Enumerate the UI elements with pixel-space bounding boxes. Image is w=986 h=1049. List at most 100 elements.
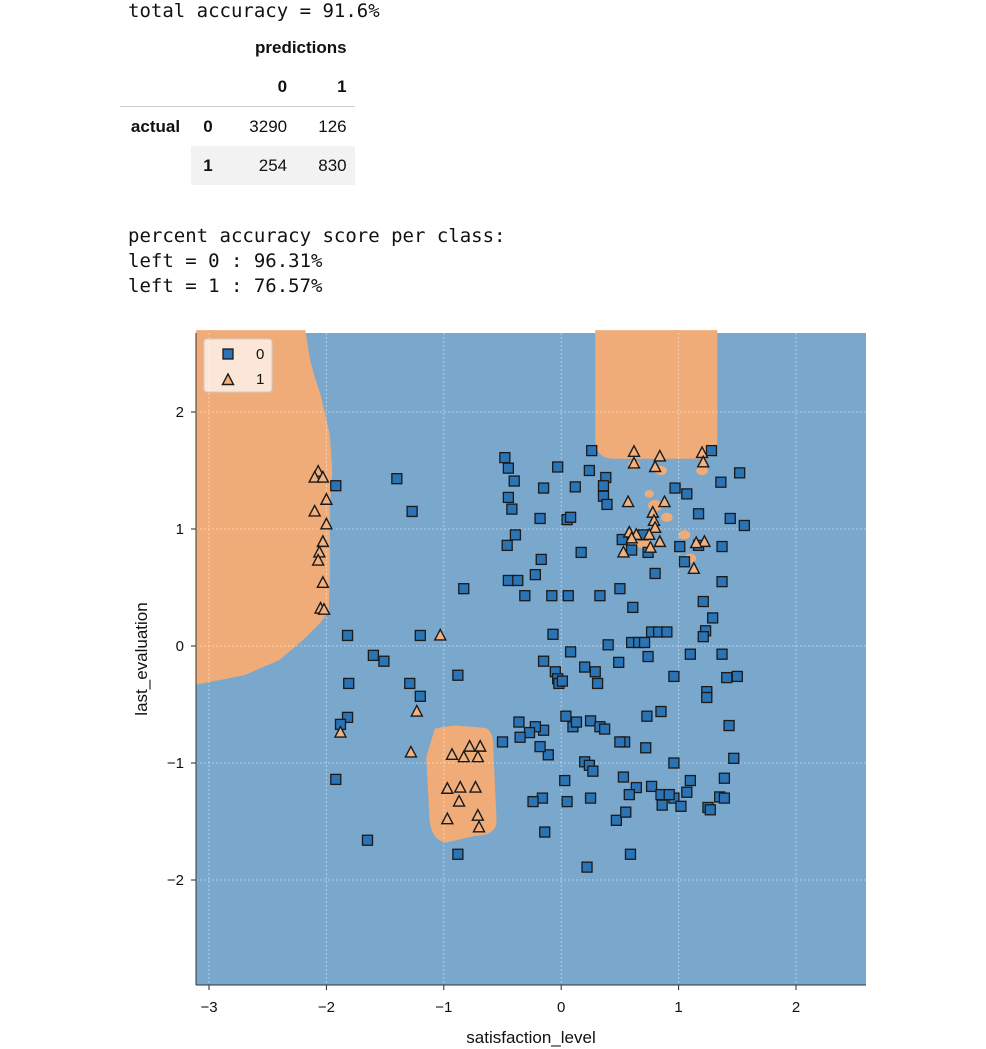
data-point-class-0 [668, 670, 680, 683]
data-point-class-0 [623, 788, 635, 801]
data-point-class-0 [668, 757, 680, 769]
data-point-class-1 [687, 561, 701, 574]
data-point-class-0 [570, 716, 583, 728]
data-point-class-1 [624, 530, 639, 544]
data-point-class-0 [723, 719, 735, 732]
data-point-class-1 [445, 747, 459, 761]
data-point-class-0 [640, 742, 652, 754]
legend-label-1: 1 [256, 371, 264, 388]
data-point-class-1 [627, 455, 641, 469]
y-axis-label: last_evaluation [132, 602, 151, 715]
data-point-class-0 [583, 464, 596, 477]
data-point-class-0 [546, 590, 558, 602]
data-point-class-0 [624, 848, 637, 860]
data-point-class-0 [534, 512, 546, 525]
data-point-class-0 [559, 774, 571, 787]
data-point-class-1 [648, 459, 662, 473]
data-point-class-0 [681, 488, 693, 500]
actual-row-header: actual [130, 116, 181, 136]
legend: 01 [203, 338, 273, 393]
y-tick-label: −1 [167, 755, 184, 772]
data-point-class-0 [575, 546, 587, 559]
legend-marker-class-0 [222, 348, 234, 360]
data-point-class-0 [523, 726, 536, 739]
data-point-class-0 [519, 590, 531, 602]
predictions-header: predictions [255, 37, 347, 57]
data-point-class-0 [613, 656, 625, 669]
data-point-class-0 [508, 475, 520, 487]
data-point-class-0 [669, 482, 681, 494]
data-point-class-0 [452, 848, 464, 860]
region-class-1 [696, 465, 708, 476]
data-point-class-0 [697, 630, 709, 643]
data-point-class-0 [716, 540, 728, 553]
y-tick-label: 2 [176, 404, 184, 421]
data-point-class-0 [641, 710, 653, 722]
legend-marker-class-1 [221, 372, 235, 386]
data-point-class-0 [512, 574, 524, 587]
confusion-matrix-table: predictions 0 1 actual 0 3290 126 1 254 … [120, 28, 355, 185]
data-point-class-0 [579, 661, 591, 673]
data-point-class-1 [473, 739, 487, 752]
region-class-1 [196, 330, 333, 685]
x-tick-label: −2 [318, 999, 335, 1016]
data-point-class-1 [653, 448, 667, 462]
data-point-class-1 [457, 749, 471, 763]
data-point-class-0 [718, 792, 731, 804]
data-point-class-0 [587, 765, 599, 777]
data-point-class-1 [319, 492, 334, 505]
data-point-class-0 [564, 511, 577, 523]
data-point-class-0 [728, 752, 740, 764]
x-tick-label: −3 [200, 999, 217, 1016]
data-point-class-0 [499, 451, 511, 464]
region-class-1 [595, 330, 718, 459]
data-point-class-1 [308, 503, 322, 517]
data-point-class-0 [656, 799, 668, 811]
data-point-class-0 [674, 540, 686, 553]
data-point-class-1 [311, 553, 325, 566]
data-point-class-0 [361, 834, 374, 846]
data-point-class-0 [617, 771, 630, 783]
data-point-class-0 [506, 503, 518, 515]
data-point-class-0 [684, 648, 696, 660]
x-tick-label: −1 [435, 999, 452, 1016]
data-point-class-1 [316, 575, 330, 589]
data-point-class-0 [330, 480, 342, 492]
data-point-class-1 [317, 602, 331, 615]
cm-cell: 3290 [249, 116, 288, 136]
data-point-class-1 [452, 794, 466, 807]
data-point-class-0 [721, 671, 733, 684]
data-point-class-0 [535, 553, 547, 566]
data-point-class-1 [643, 540, 658, 553]
data-point-class-0 [594, 590, 606, 602]
data-point-class-0 [341, 629, 354, 642]
data-point-class-0 [452, 669, 464, 681]
data-point-class-1 [616, 544, 631, 558]
data-point-class-1 [308, 470, 322, 483]
data-point-class-0 [645, 780, 658, 793]
data-point-class-0 [614, 583, 626, 595]
cm-cell: 254 [225, 146, 296, 185]
data-point-class-1 [642, 527, 656, 541]
data-point-class-1 [468, 780, 483, 793]
data-point-class-0 [343, 677, 355, 690]
data-point-class-0 [705, 444, 718, 457]
data-point-class-1 [697, 534, 712, 548]
data-point-class-0 [591, 677, 604, 690]
data-point-class-0 [529, 568, 542, 581]
data-point-class-0 [614, 736, 626, 748]
data-point-class-0 [341, 711, 354, 724]
data-point-class-0 [561, 795, 573, 808]
per-class-line-0: left = 0 : 96.31% [128, 250, 323, 272]
grid-lines [196, 333, 866, 985]
data-point-class-1 [689, 535, 703, 549]
data-point-class-0 [514, 731, 526, 743]
legend-label-0: 0 [256, 346, 264, 363]
data-point-class-0 [539, 826, 551, 838]
per-class-line-1: left = 1 : 76.57% [128, 275, 323, 297]
data-point-class-0 [718, 772, 731, 784]
data-point-class-0 [562, 590, 574, 602]
data-point-class-0 [537, 482, 550, 494]
data-point-class-0 [610, 814, 623, 826]
